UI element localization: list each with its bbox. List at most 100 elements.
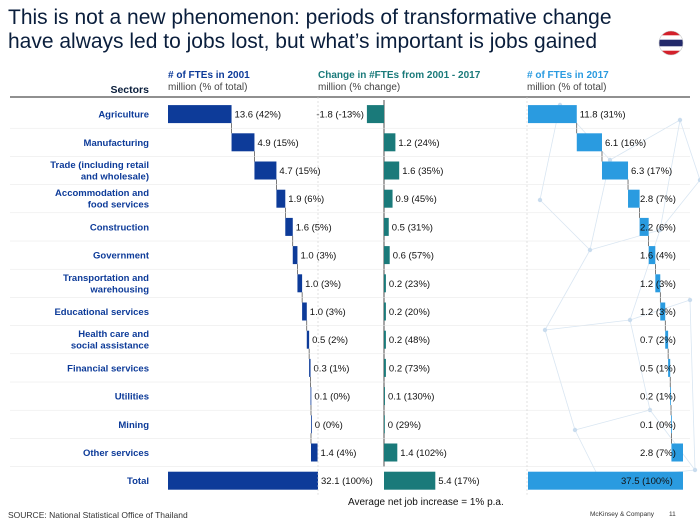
label-2017-manufacturing: 6.1 (16%): [605, 138, 646, 149]
bar-2017-trade-including-retail-and-wholesale: [601, 161, 629, 180]
panel-header-change: Change in #FTEs from 2001 - 2017 million…: [318, 70, 518, 94]
network-node: [572, 427, 578, 433]
sector-label-accommodation-and-food-services: Accommodation and food services: [55, 188, 149, 211]
bar-2017-health-care-and-social-assistance: [665, 330, 669, 349]
bar-2017-financial-services: [668, 358, 671, 377]
bar-2017-construction: [639, 217, 649, 236]
bar-2017-educational-services: [660, 302, 666, 321]
label-change-total: 5.4 (17%): [438, 476, 479, 487]
sector-label-agriculture: Agriculture: [98, 110, 149, 121]
label-2001-construction: 1.6 (5%): [296, 222, 332, 233]
label-change-other-services: 1.4 (102%): [400, 448, 446, 459]
network-node: [537, 197, 543, 203]
bar-2001-manufacturing: [231, 133, 255, 152]
panel-title-2001: # of FTEs in 2001: [168, 70, 250, 81]
bar-2001-total: [168, 471, 318, 490]
bar-change-accommodation-and-food-services: [384, 189, 393, 208]
panel-subtitle-2001: million (% of total): [168, 82, 248, 93]
label-2017-accommodation-and-food-services: 2.8 (7%): [640, 194, 676, 205]
network-line: [629, 229, 661, 321]
bar-change-health-care-and-social-assistance: [384, 330, 386, 349]
bar-2001-construction: [285, 217, 293, 236]
label-2001-government: 1.0 (3%): [300, 251, 336, 262]
bar-2001-financial-services: [309, 358, 311, 377]
network-node: [697, 177, 700, 183]
page-number: 11: [669, 511, 676, 518]
thailand-flag-icon: [658, 30, 684, 56]
network-line: [659, 179, 700, 231]
label-2017-other-services: 2.8 (7%): [640, 448, 676, 459]
network-line: [539, 199, 591, 251]
bar-2001-transportation-and-warehousing: [297, 274, 303, 293]
bar-2017-government: [648, 246, 656, 265]
network-node: [687, 297, 693, 303]
network-node: [677, 117, 683, 123]
bar-change-manufacturing: [384, 133, 396, 152]
bar-2001-trade-including-retail-and-wholesale: [254, 161, 277, 180]
network-node: [657, 227, 663, 233]
panel-subtitle-change: million (% change): [318, 82, 401, 93]
sector-label-total: Total: [127, 476, 149, 487]
bar-2001-government: [292, 246, 298, 265]
label-2017-transportation-and-warehousing: 1.2 (3%): [640, 279, 676, 290]
network-line: [649, 409, 696, 471]
panel-title-2017: # of FTEs in 2017: [527, 70, 609, 81]
bar-change-educational-services: [384, 302, 386, 321]
bar-2001-other-services: [310, 443, 318, 462]
bar-change-mining: [384, 415, 385, 434]
label-change-educational-services: 0.2 (20%): [389, 307, 430, 318]
sector-label-financial-services: Financial services: [67, 363, 149, 374]
slide-title: This is not a new phenomenon: periods of…: [8, 6, 612, 53]
label-2017-financial-services: 0.5 (1%): [640, 363, 676, 374]
label-2017-total: 37.5 (100%): [621, 476, 673, 487]
panel-header-2001: # of FTEs in 2001 million (% of total): [168, 70, 318, 94]
bar-2017-total: [528, 471, 683, 490]
label-2001-transportation-and-warehousing: 1.0 (3%): [305, 279, 341, 290]
label-2017-mining: 0.1 (0%): [640, 420, 676, 431]
panel-subtitle-2017: million (% of total): [527, 82, 607, 93]
network-node: [587, 247, 593, 253]
label-2001-mining: 0 (0%): [315, 420, 343, 431]
label-2017-educational-services: 1.2 (3%): [640, 307, 676, 318]
bar-change-construction: [384, 217, 389, 236]
brand-footer: McKinsey & Company: [590, 511, 654, 518]
network-node: [542, 327, 548, 333]
network-node: [607, 157, 613, 163]
sectors-header: Sectors: [110, 84, 149, 96]
network-line: [629, 319, 651, 411]
label-2017-health-care-and-social-assistance: 0.7 (2%): [640, 335, 676, 346]
sector-label-educational-services: Educational services: [54, 307, 149, 318]
sector-label-transportation-and-warehousing: Transportation and warehousing: [63, 273, 149, 296]
sector-label-trade-including-retail-and-wholesale: Trade (including retail and wholesale): [50, 160, 149, 183]
network-line: [659, 119, 681, 231]
network-node: [627, 317, 633, 323]
label-change-health-care-and-social-assistance: 0.2 (48%): [389, 335, 430, 346]
bar-change-utilities: [384, 387, 385, 406]
label-2001-total: 32.1 (100%): [321, 476, 373, 487]
label-2001-educational-services: 1.0 (3%): [310, 307, 346, 318]
source-note: SOURCE: National Statistical Office of T…: [8, 510, 188, 520]
bar-change-government: [384, 246, 390, 265]
sector-label-mining: Mining: [118, 420, 149, 431]
bar-change-agriculture: [366, 105, 384, 124]
label-change-agriculture: -1.8 (-13%): [316, 110, 364, 121]
label-2017-utilities: 0.2 (1%): [640, 392, 676, 403]
label-2001-accommodation-and-food-services: 1.9 (6%): [288, 194, 324, 205]
bar-2001-utilities: [310, 387, 312, 406]
bar-change-total: [384, 471, 436, 490]
bar-change-trade-including-retail-and-wholesale: [384, 161, 400, 180]
label-2001-agriculture: 13.6 (42%): [235, 110, 281, 121]
label-change-construction: 0.5 (31%): [392, 222, 433, 233]
bar-2001-mining: [310, 415, 312, 434]
network-line: [609, 119, 681, 161]
sector-label-government: Government: [93, 251, 150, 262]
network-line: [689, 299, 696, 471]
label-change-government: 0.6 (57%): [393, 251, 434, 262]
label-2017-agriculture: 11.8 (31%): [580, 110, 626, 121]
bar-2001-health-care-and-social-assistance: [306, 330, 310, 349]
label-change-transportation-and-warehousing: 0.2 (23%): [389, 279, 430, 290]
label-change-mining: 0 (29%): [388, 420, 421, 431]
panel-title-change: Change in #FTEs from 2001 - 2017: [318, 70, 481, 81]
bar-change-transportation-and-warehousing: [384, 274, 386, 293]
label-2017-trade-including-retail-and-wholesale: 6.3 (17%): [631, 166, 672, 177]
